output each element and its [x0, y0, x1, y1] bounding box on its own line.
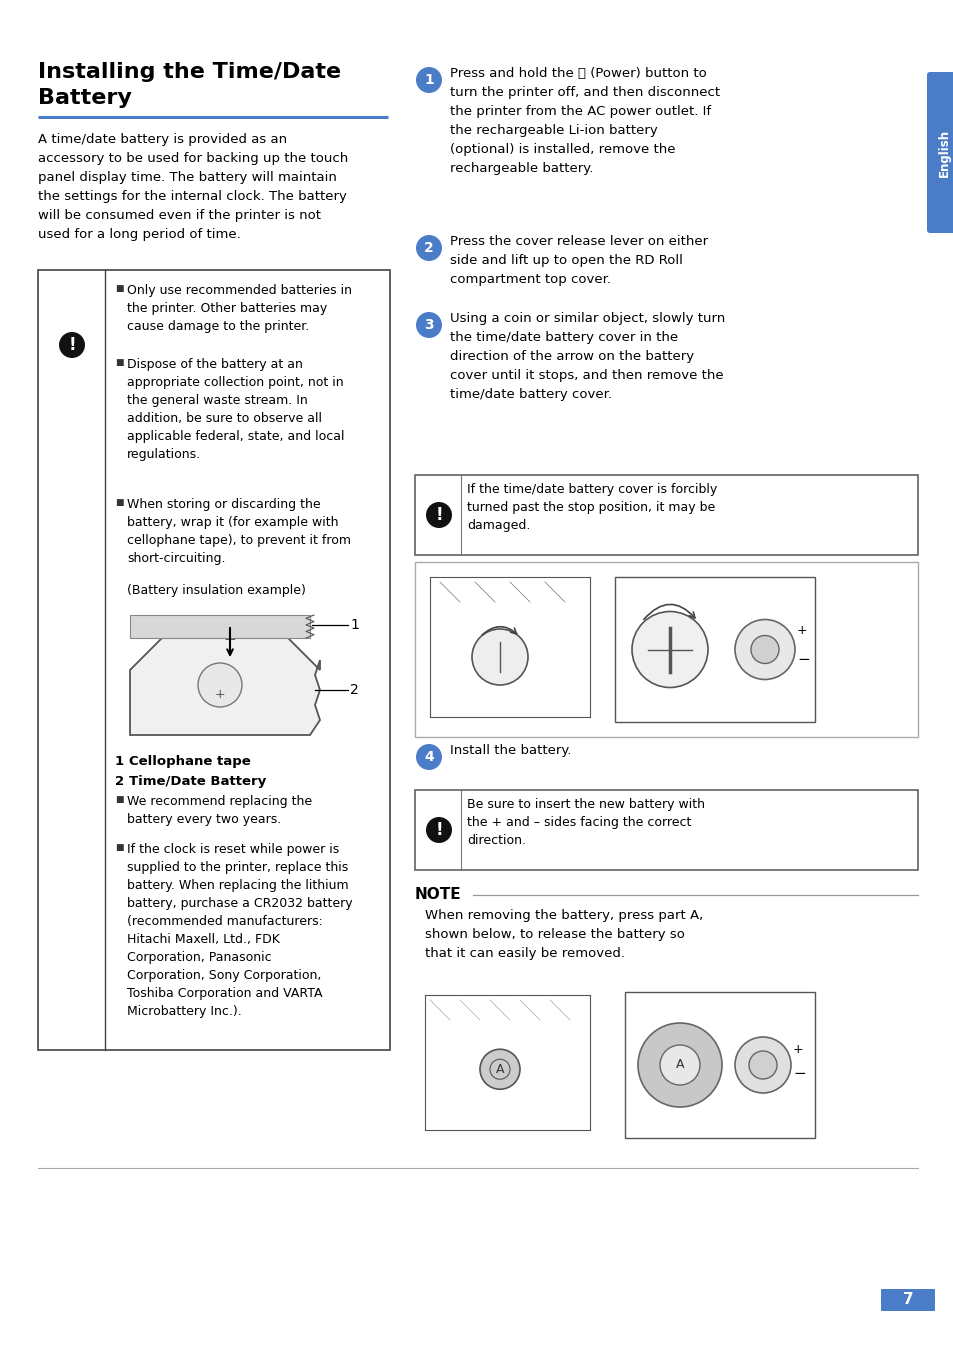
Circle shape: [426, 817, 452, 842]
Text: +: +: [792, 1044, 802, 1056]
Text: Cellophane tape: Cellophane tape: [129, 755, 251, 768]
Text: A: A: [675, 1058, 683, 1072]
Circle shape: [426, 502, 452, 528]
Circle shape: [479, 1049, 519, 1089]
Text: NOTE: NOTE: [415, 887, 461, 902]
Circle shape: [198, 663, 242, 707]
Text: Dispose of the battery at an
appropriate collection point, not in
the general wa: Dispose of the battery at an appropriate…: [127, 358, 344, 460]
Text: ■: ■: [115, 284, 123, 293]
Text: We recommend replacing the
battery every two years.: We recommend replacing the battery every…: [127, 795, 312, 826]
Bar: [624, 992, 814, 1138]
Text: If the clock is reset while power is
supplied to the printer, replace this
batte: If the clock is reset while power is sup…: [127, 842, 353, 1018]
Text: 2: 2: [115, 775, 124, 788]
Text: (Battery insulation example): (Battery insulation example): [127, 585, 306, 597]
Bar: [38, 270, 390, 1050]
PathPatch shape: [130, 625, 319, 734]
Text: When removing the battery, press part A,
shown below, to release the battery so
: When removing the battery, press part A,…: [424, 909, 702, 960]
Text: Installing the Time/Date: Installing the Time/Date: [38, 62, 341, 82]
Bar: [415, 562, 917, 737]
Bar: [415, 980, 917, 1150]
Text: Press and hold the ⏻ (Power) button to
turn the printer off, and then disconnect: Press and hold the ⏻ (Power) button to t…: [450, 68, 720, 176]
Text: Battery: Battery: [38, 88, 132, 108]
Text: −: −: [223, 633, 236, 648]
Text: 1: 1: [115, 755, 124, 768]
Text: !: !: [435, 821, 442, 838]
Bar: [415, 790, 917, 869]
Text: Only use recommended batteries in
the printer. Other batteries may
cause damage : Only use recommended batteries in the pr…: [127, 284, 352, 333]
Text: +: +: [796, 625, 807, 637]
Text: A: A: [496, 1062, 504, 1076]
FancyBboxPatch shape: [880, 1289, 934, 1311]
Text: −: −: [792, 1065, 805, 1080]
Text: 1: 1: [350, 618, 358, 632]
Text: −: −: [796, 652, 809, 667]
Text: If the time/date battery cover is forcibly
turned past the stop position, it may: If the time/date battery cover is forcib…: [467, 483, 717, 532]
Text: 7: 7: [902, 1292, 912, 1308]
FancyBboxPatch shape: [926, 72, 953, 234]
Circle shape: [734, 620, 794, 679]
Bar: [415, 475, 917, 555]
Text: ■: ■: [115, 842, 123, 852]
Text: 2: 2: [424, 242, 434, 255]
Text: ■: ■: [115, 358, 123, 367]
Text: English: English: [937, 128, 949, 177]
Text: Be sure to insert the new battery with
the + and – sides facing the correct
dire: Be sure to insert the new battery with t…: [467, 798, 704, 846]
Circle shape: [472, 629, 527, 684]
Text: Install the battery.: Install the battery.: [450, 744, 571, 757]
Text: 2: 2: [350, 683, 358, 697]
Text: 4: 4: [424, 751, 434, 764]
Circle shape: [750, 636, 779, 663]
Circle shape: [416, 235, 441, 261]
Circle shape: [748, 1052, 776, 1079]
Text: Press the cover release lever on either
side and lift up to open the RD Roll
com: Press the cover release lever on either …: [450, 235, 707, 286]
Circle shape: [59, 332, 85, 358]
Circle shape: [416, 312, 441, 338]
Text: !: !: [435, 506, 442, 524]
Text: 1: 1: [424, 73, 434, 86]
Circle shape: [638, 1023, 721, 1107]
Bar: [130, 616, 310, 639]
Text: When storing or discarding the
battery, wrap it (for example with
cellophane tap: When storing or discarding the battery, …: [127, 498, 351, 566]
Text: ■: ■: [115, 795, 123, 805]
Circle shape: [416, 744, 441, 769]
Text: A time/date battery is provided as an
accessory to be used for backing up the to: A time/date battery is provided as an ac…: [38, 134, 348, 242]
Text: +: +: [214, 688, 225, 702]
Circle shape: [659, 1045, 700, 1085]
Text: !: !: [68, 336, 75, 354]
Circle shape: [416, 68, 441, 93]
Text: ■: ■: [115, 498, 123, 508]
Text: Using a coin or similar object, slowly turn
the time/date battery cover in the
d: Using a coin or similar object, slowly t…: [450, 312, 724, 401]
Bar: [615, 576, 814, 722]
Text: 3: 3: [424, 319, 434, 332]
Text: Time/Date Battery: Time/Date Battery: [129, 775, 266, 788]
Circle shape: [631, 612, 707, 687]
Circle shape: [734, 1037, 790, 1094]
